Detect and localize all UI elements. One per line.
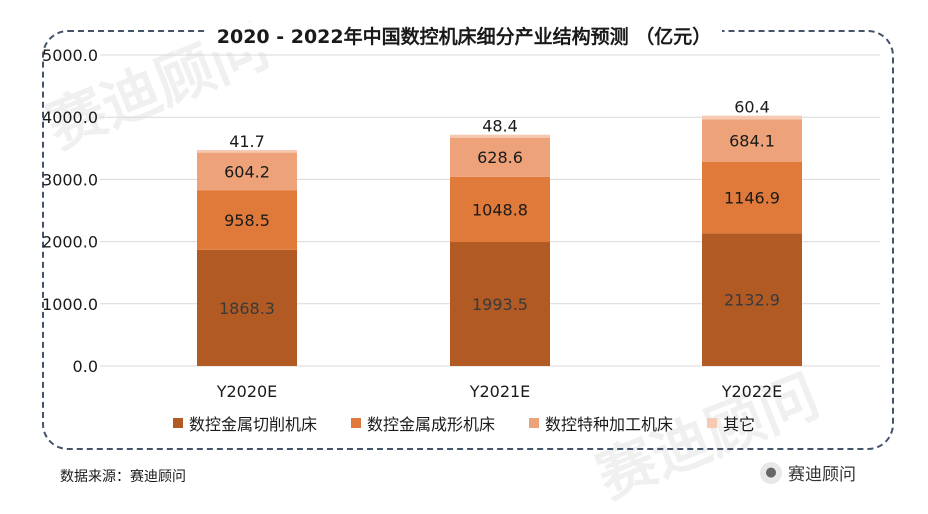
x-tick-label: Y2022E [721, 382, 783, 401]
data-label: 2132.9 [724, 291, 780, 310]
brand-name: 赛迪顾问 [788, 465, 856, 485]
source-note: 数据来源：赛迪顾问 [60, 469, 186, 485]
title-background [206, 22, 722, 52]
bar-segment [450, 134, 550, 138]
bar-segment [450, 176, 550, 243]
legend-swatch [350, 418, 361, 428]
legend-item: 其它 [707, 410, 755, 436]
legend-swatch [529, 418, 539, 428]
brand-mark: ● 赛迪顾问 [760, 460, 856, 485]
legend-swatch [707, 418, 718, 428]
x-tick-label: Y2021E [469, 382, 531, 401]
data-label: 41.7 [229, 132, 265, 151]
bar-segment [197, 249, 297, 366]
chart-title: 2020 - 2022年中国数控机床细分产业结构预测 （亿元） [216, 26, 712, 48]
legend-swatch [172, 418, 183, 428]
data-label: 60.4 [734, 98, 770, 117]
y-tick-label: 1000.0 [42, 295, 98, 314]
bar-segment [702, 119, 802, 162]
bar-segment [450, 137, 550, 177]
bar-segment [450, 242, 550, 366]
data-label: 604.2 [224, 162, 270, 181]
y-tick-label: 2000.0 [42, 233, 98, 252]
y-tick-label: 3000.0 [42, 170, 98, 189]
data-label: 1048.8 [472, 200, 528, 219]
legend: 数控金属切削机床 数控金属成形机床 数控特种加工机床 其它 [0, 410, 928, 436]
bar-segment [197, 152, 297, 191]
y-tick-label: 4000.0 [42, 108, 98, 127]
legend-label: 数控特种加工机床 [545, 415, 674, 434]
bar-segment [197, 190, 297, 250]
x-tick-label: Y2020E [216, 382, 278, 401]
y-tick-label: 5000.0 [42, 46, 98, 65]
legend-label: 数控金属切削机床 [188, 415, 317, 434]
data-label: 684.1 [729, 132, 775, 151]
data-label: 1146.9 [724, 189, 780, 208]
y-tick-label: 0.0 [73, 357, 98, 376]
legend-label: 数控金属成形机床 [366, 415, 495, 434]
bar-segment [702, 161, 802, 234]
legend-label: 其它 [723, 415, 756, 434]
data-label: 1993.5 [472, 295, 528, 314]
data-label: 48.4 [482, 117, 518, 136]
chat-icon: ● [760, 461, 782, 484]
data-label: 628.6 [477, 148, 523, 167]
data-label: 1868.3 [219, 299, 275, 318]
bar-segment [702, 115, 802, 120]
legend-item: 数控金属成形机床 [350, 410, 495, 436]
legend-item: 数控金属切削机床 [172, 410, 317, 436]
bar-segment [702, 233, 802, 366]
bar-segment [197, 149, 297, 153]
legend-item: 数控特种加工机床 [529, 410, 673, 436]
data-label: 958.5 [224, 211, 270, 230]
